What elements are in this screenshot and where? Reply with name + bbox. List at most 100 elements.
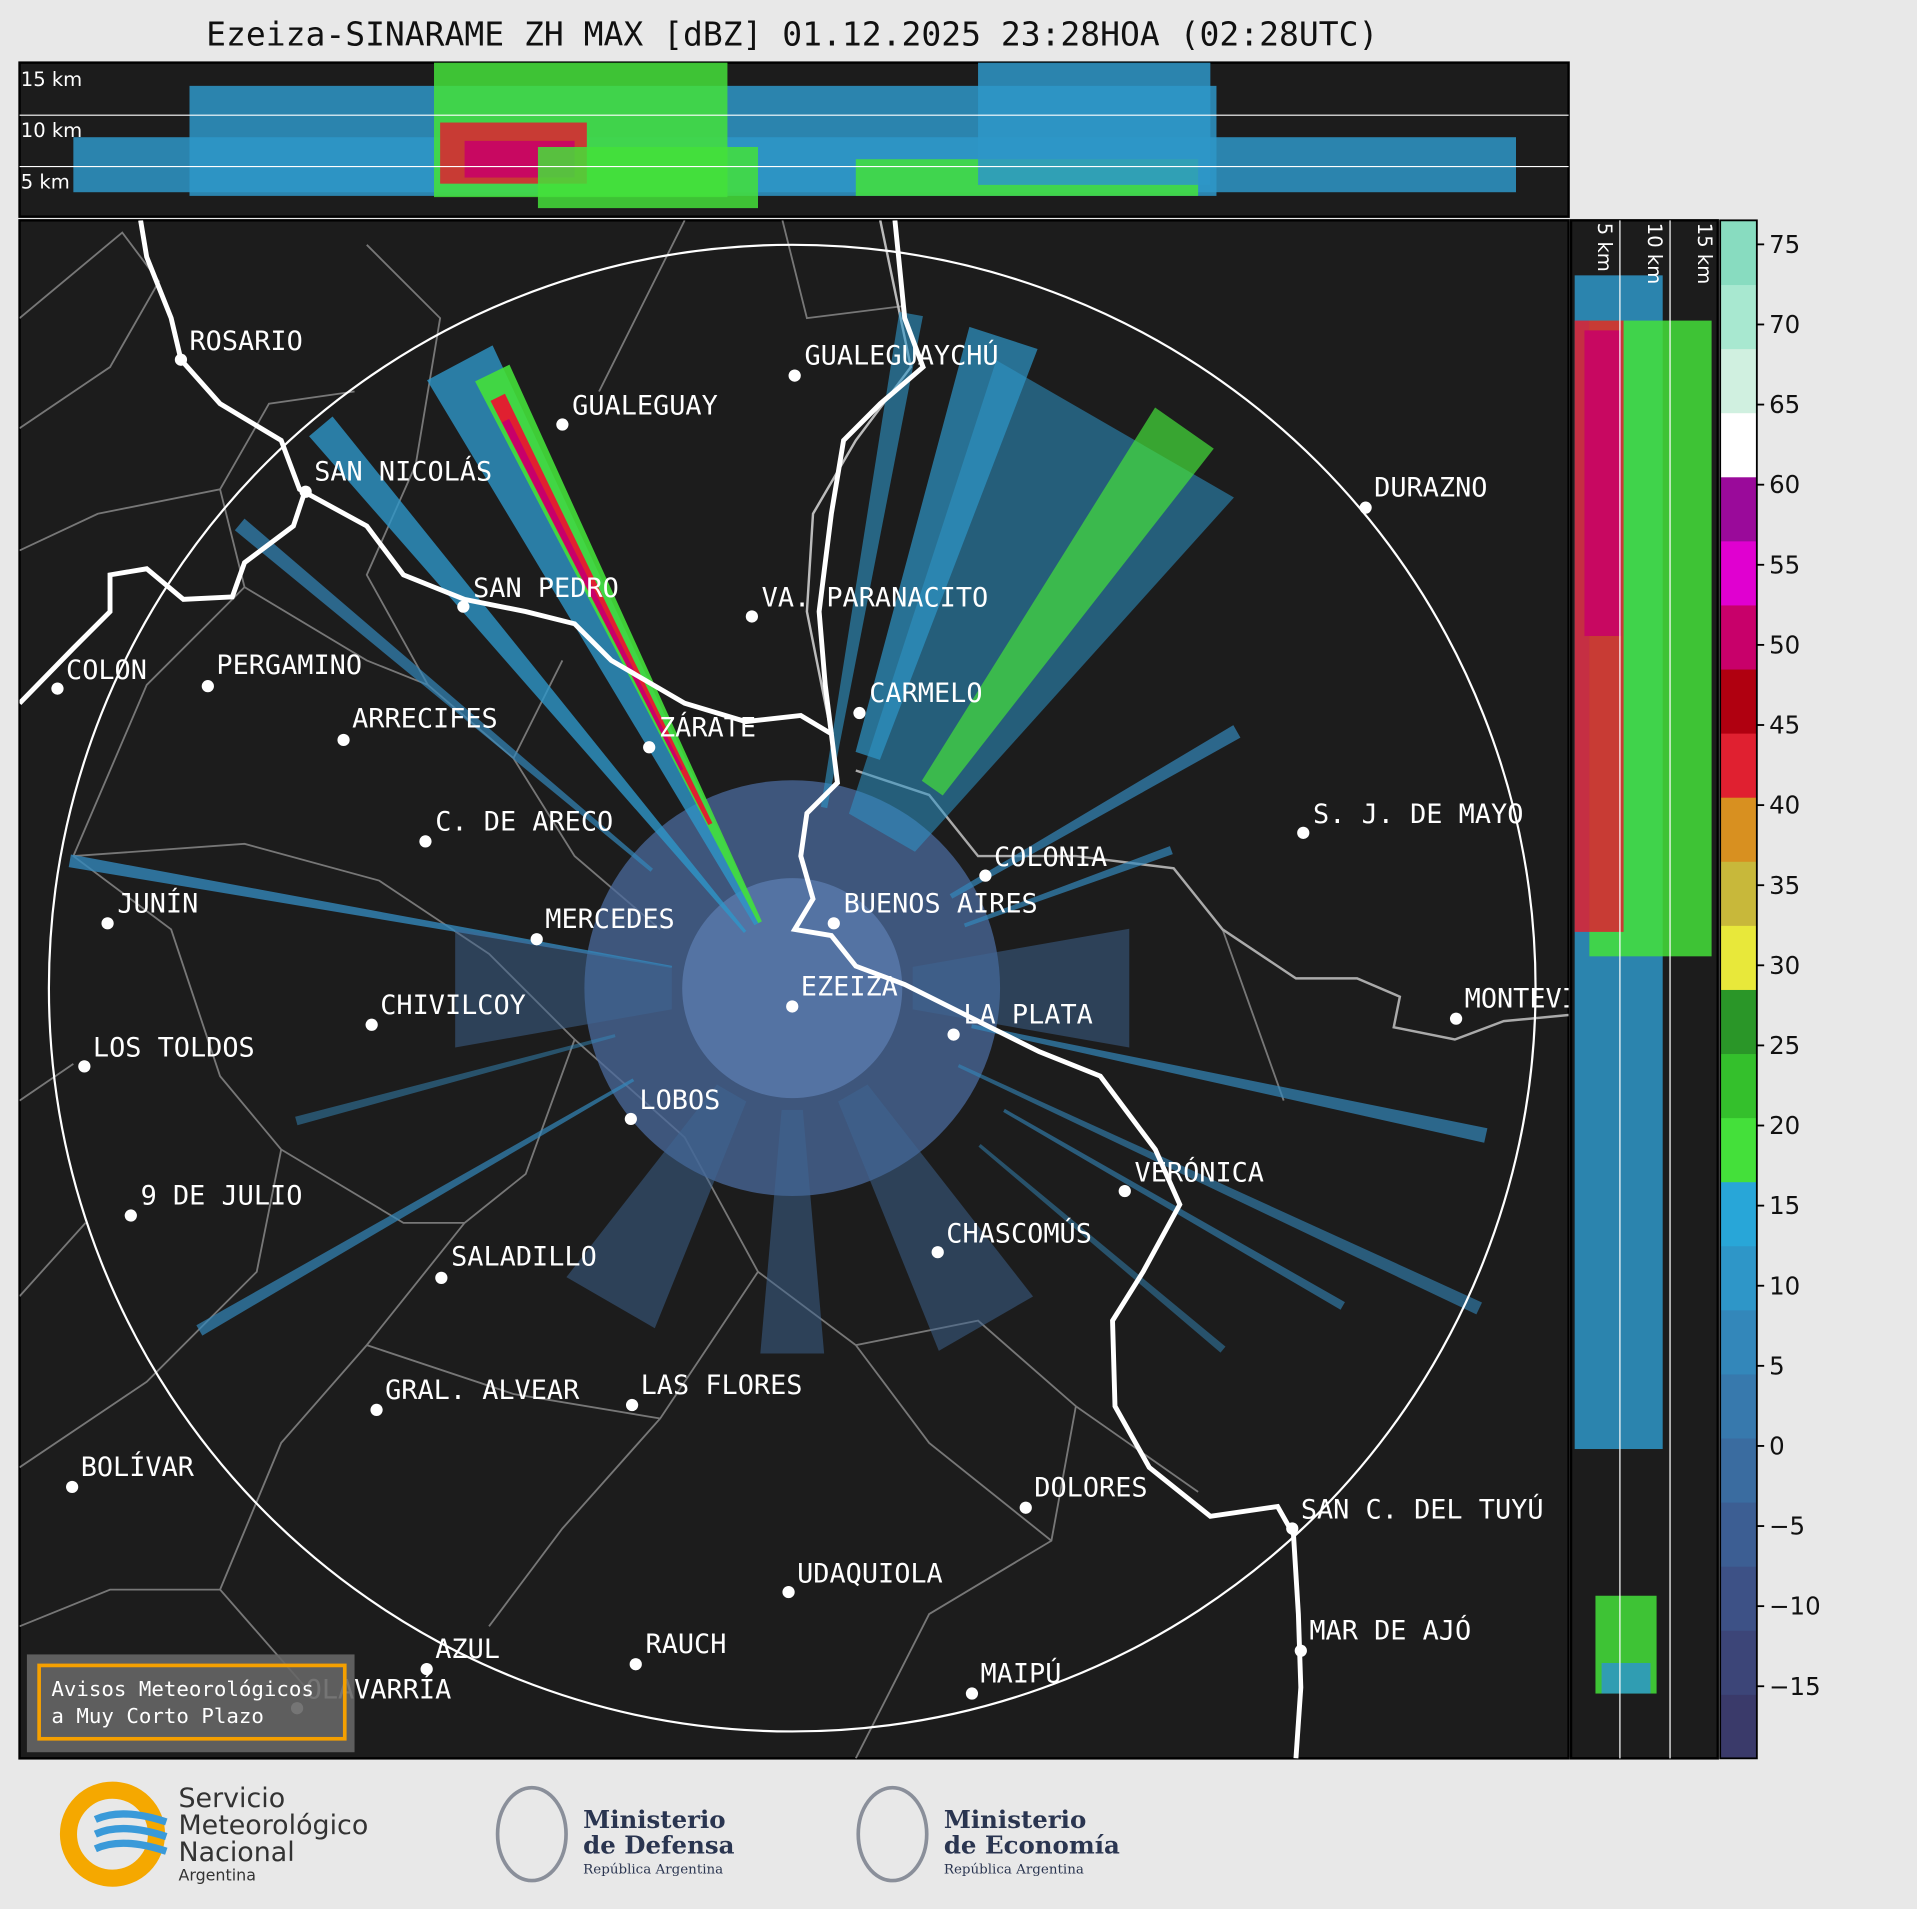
city-dot [78,1060,91,1073]
city-label: AZUL [435,1634,500,1665]
city-dot [556,418,569,431]
range-ring [47,243,1537,1733]
echo-ray [1003,1108,1345,1310]
colorbar-band [1720,733,1757,798]
height-label: 15 km [21,68,82,91]
city-dot [624,1112,637,1126]
colorbar-tick-label: 60 [1769,470,1800,499]
city-dot [51,682,64,695]
echo-band [1584,330,1622,637]
height-label: 5 km [21,171,70,194]
logo-text: Ministerio [944,1805,1086,1834]
city-dot [457,600,470,613]
city-dot [101,917,114,930]
city-label: SAN C. DEL TUYÚ [1301,1494,1544,1526]
echo-ray [234,518,653,872]
city-dot [370,1403,383,1417]
smn-logo: Servicio Meteorológico Nacional Argentin… [59,1781,368,1887]
map-layer: ROSARIO GUALEGUAYCHÚ GUALEGUAY SAN NICOLÁS D… [19,220,1569,1759]
colorbar-tick-label: 10 [1769,1271,1800,1300]
colorbar-band [1720,220,1757,286]
colorbar-band [1720,1245,1757,1311]
city-label: PERGAMINO [216,650,362,681]
colorbar-band [1720,540,1757,606]
colorbar-tick-label: −10 [1769,1592,1821,1621]
city-dot [947,1028,960,1041]
city-label: C. DE ARECO [435,806,613,837]
city-label: ZÁRATE [659,711,756,743]
top-echoes [73,62,1516,209]
height-label: 10 km [21,119,82,142]
city-label: BOLÍVAR [81,1451,195,1483]
echo-ray [921,407,1214,796]
colorbar-tick-label: 75 [1769,230,1800,259]
city-label: LAS FLORES [641,1370,803,1401]
colorbar-band [1720,1181,1757,1247]
city-label: ROSARIO [189,326,302,357]
city-dot [201,680,214,693]
echo-ray [971,1024,1488,1143]
city-label: COLONIA [994,842,1107,873]
city-label: GUALEGUAY [572,391,718,422]
echo-ray [309,416,747,933]
logo-text: de Economía [944,1831,1120,1860]
city-dot [931,1246,944,1259]
warning-box[interactable] [37,1663,347,1741]
echo-ray [760,1109,825,1354]
colorbar-band [1720,1566,1757,1631]
city-label: CHIVILCOY [380,990,526,1021]
city-label: SAN PEDRO [473,573,619,604]
echo-ray [963,846,1173,928]
echo-band [537,146,758,209]
colorbar-tick-label: 5 [1769,1351,1785,1380]
city-dot [365,1018,378,1031]
colorbar-tick-label: 30 [1769,951,1800,980]
city-dot [965,1687,979,1700]
colorbar-band [1720,1437,1757,1503]
logo-text: Argentina [178,1866,255,1885]
city-label: LOS TOLDOS [93,1033,255,1064]
colorbar-band [1720,925,1757,990]
colorbar-tick-label: 70 [1769,310,1800,339]
city-dot [435,1271,448,1284]
river [816,220,926,735]
city-dot [1019,1501,1032,1514]
colorbar-tick-label: 35 [1769,871,1800,900]
colorbar-tick-label: 40 [1769,791,1800,820]
city-dot [1286,1522,1299,1535]
logo-text: República Argentina [583,1862,723,1877]
colorbar-tick-label: 50 [1769,630,1800,659]
city-label: LOBOS [639,1085,720,1116]
city-label: GRAL. ALVEAR [385,1375,580,1406]
colorbar-band [1720,861,1757,926]
colorbar-band [1720,989,1757,1055]
city-dot [853,706,866,720]
economia-logo: Ministerio de Economía República Argenti… [856,1785,1120,1883]
echo-ray [838,1084,1034,1351]
colorbar-frame [1719,219,1758,1760]
defensa-logo: Ministerio de Defensa República Argentin… [495,1785,735,1883]
colorbar-band [1720,476,1757,542]
cities: ROSARIO GUALEGUAYCHÚ GUALEGUAY SAN NICOLÁS D… [51,326,1569,1715]
echo-ray [949,725,1241,899]
logo-text: Ministerio [583,1805,725,1834]
colorbar-band [1720,604,1757,670]
colorbar-band [1720,1630,1757,1695]
city-label: S. J. DE MAYO [1313,799,1523,830]
city-label: DURAZNO [1374,473,1487,504]
city-label: LA PLATA [963,1000,1092,1031]
colorbar-band [1720,412,1757,478]
echo-ray [196,1078,635,1336]
city-label: BUENOS AIRES [844,888,1038,919]
city-label: JUNÍN [117,887,198,919]
city-label: CARMELO [869,678,982,709]
city-label: MAR DE AJÓ [1309,1615,1471,1647]
colorbar-tick-label: 45 [1769,711,1800,740]
city-dot [337,733,350,747]
title: Ezeiza-SINARAME ZH MAX [dBZ] 01.12.2025 … [206,15,1378,54]
city-dot [1118,1184,1131,1198]
city-label: CHASCOMÚS [946,1217,1092,1249]
city-label: VERÓNICA [1135,1156,1264,1188]
city-dot [643,741,656,754]
